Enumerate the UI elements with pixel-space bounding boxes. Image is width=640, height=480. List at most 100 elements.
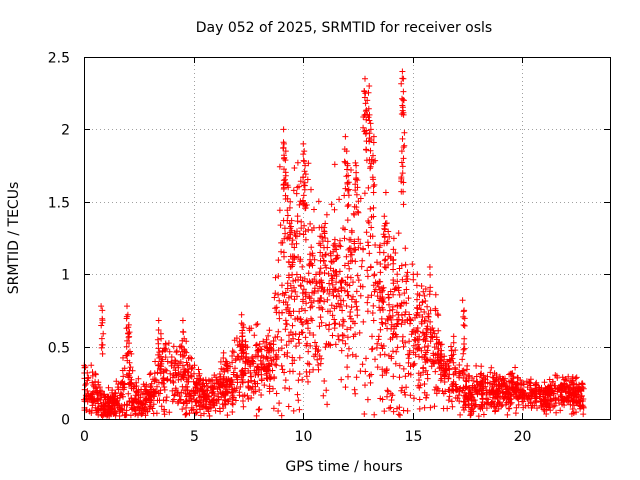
data-point <box>276 207 283 214</box>
data-point <box>418 320 425 327</box>
data-point <box>347 236 354 243</box>
data-point <box>111 390 118 397</box>
data-point <box>246 327 253 334</box>
data-point <box>272 305 279 312</box>
data-point <box>250 389 257 396</box>
data-point <box>281 292 288 299</box>
data-point <box>427 271 434 278</box>
data-point <box>256 406 263 413</box>
data-point <box>329 281 336 288</box>
data-point <box>307 220 314 227</box>
data-point <box>276 163 283 170</box>
data-point <box>463 394 470 401</box>
data-point <box>110 410 117 417</box>
data-point <box>443 363 450 369</box>
data-point <box>338 278 345 285</box>
data-point <box>291 296 298 303</box>
data-point <box>293 190 300 197</box>
data-point <box>124 303 130 310</box>
data-point <box>404 269 411 276</box>
data-point <box>322 251 329 258</box>
data-point <box>327 342 334 349</box>
data-point <box>535 384 542 391</box>
data-point <box>328 277 335 284</box>
data-point <box>301 179 308 186</box>
data-point <box>126 340 132 347</box>
data-point <box>396 374 403 381</box>
data-point <box>208 399 214 406</box>
data-point <box>317 249 324 256</box>
data-point <box>390 277 397 283</box>
data-point <box>118 379 125 386</box>
data-point <box>89 402 96 409</box>
data-point <box>380 343 387 349</box>
data-point <box>245 357 252 364</box>
data-point <box>403 286 410 293</box>
data-point <box>382 256 389 263</box>
data-point <box>457 411 464 418</box>
data-point <box>359 257 366 264</box>
data-point <box>85 392 92 399</box>
data-point <box>400 97 407 104</box>
data-point <box>320 288 327 295</box>
data-point <box>344 162 351 169</box>
data-point <box>99 350 106 357</box>
data-point <box>431 344 438 351</box>
data-point <box>291 165 298 171</box>
data-point <box>528 387 535 394</box>
data-point <box>545 389 552 396</box>
data-point <box>407 320 413 327</box>
data-point <box>560 387 567 393</box>
data-point <box>94 407 101 414</box>
data-point <box>181 335 188 342</box>
data-point <box>357 240 364 247</box>
data-point <box>479 379 486 386</box>
data-point <box>304 320 311 327</box>
data-point <box>287 198 294 205</box>
data-point <box>341 192 348 199</box>
data-point <box>270 347 277 354</box>
data-point <box>325 270 332 277</box>
data-point <box>396 362 403 369</box>
data-point <box>405 295 412 302</box>
data-point <box>317 314 324 321</box>
data-point <box>270 385 276 392</box>
data-point <box>364 299 371 306</box>
data-point <box>354 312 361 319</box>
data-point <box>489 383 496 390</box>
data-point <box>442 365 449 372</box>
data-point <box>165 340 172 347</box>
data-point <box>305 378 311 385</box>
data-point <box>419 314 426 320</box>
data-point <box>286 204 293 211</box>
data-point <box>446 393 453 400</box>
data-point <box>413 312 420 319</box>
data-point <box>554 388 561 395</box>
data-point <box>354 184 361 191</box>
data-point <box>499 402 506 408</box>
data-point <box>179 317 186 324</box>
data-point <box>390 348 396 355</box>
data-point <box>462 383 469 390</box>
data-point <box>97 390 104 396</box>
data-point <box>350 333 357 340</box>
data-point <box>397 412 403 419</box>
data-point <box>307 256 313 263</box>
data-point <box>550 403 557 410</box>
data-point <box>264 347 270 354</box>
data-point <box>258 366 265 373</box>
data-point <box>300 296 307 303</box>
data-point <box>326 321 333 328</box>
data-point <box>341 287 348 294</box>
data-point <box>355 277 362 284</box>
data-point <box>290 308 297 315</box>
data-point <box>236 392 243 399</box>
data-point <box>491 370 498 377</box>
data-point <box>390 235 397 242</box>
data-point <box>344 203 351 210</box>
data-point <box>253 412 260 419</box>
data-point <box>129 367 136 374</box>
data-point <box>566 390 573 397</box>
data-point <box>409 261 416 268</box>
data-point <box>183 393 190 400</box>
